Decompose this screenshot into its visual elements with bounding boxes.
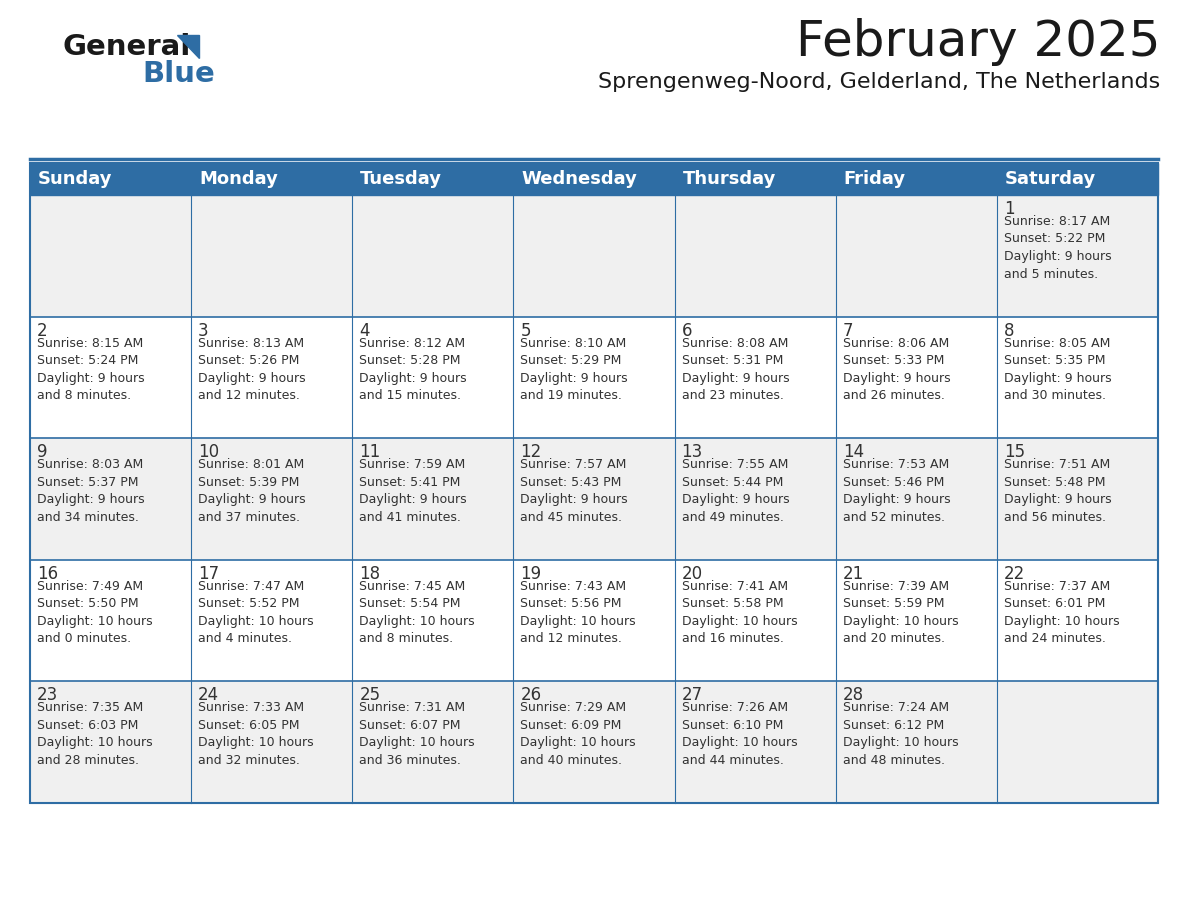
Text: Sprengenweg-Noord, Gelderland, The Netherlands: Sprengenweg-Noord, Gelderland, The Nethe… bbox=[598, 72, 1159, 92]
Text: 15: 15 bbox=[1004, 443, 1025, 461]
Bar bbox=[30, 195, 1158, 317]
Text: Tuesday: Tuesday bbox=[360, 170, 442, 188]
Text: 4: 4 bbox=[359, 321, 369, 340]
Text: 10: 10 bbox=[198, 443, 220, 461]
Text: Friday: Friday bbox=[843, 170, 905, 188]
Text: 20: 20 bbox=[682, 565, 702, 583]
Bar bbox=[30, 438, 1158, 560]
Text: Sunrise: 8:10 AM
Sunset: 5:29 PM
Daylight: 9 hours
and 19 minutes.: Sunrise: 8:10 AM Sunset: 5:29 PM Dayligh… bbox=[520, 337, 628, 402]
Text: Sunrise: 8:03 AM
Sunset: 5:37 PM
Daylight: 9 hours
and 34 minutes.: Sunrise: 8:03 AM Sunset: 5:37 PM Dayligh… bbox=[37, 458, 145, 523]
Text: 6: 6 bbox=[682, 321, 693, 340]
Text: 17: 17 bbox=[198, 565, 220, 583]
Bar bbox=[30, 163, 1158, 195]
Text: Sunrise: 7:45 AM
Sunset: 5:54 PM
Daylight: 10 hours
and 8 minutes.: Sunrise: 7:45 AM Sunset: 5:54 PM Dayligh… bbox=[359, 580, 475, 645]
Text: 16: 16 bbox=[37, 565, 58, 583]
Text: 1: 1 bbox=[1004, 200, 1015, 218]
Text: 19: 19 bbox=[520, 565, 542, 583]
Text: Sunday: Sunday bbox=[38, 170, 113, 188]
Polygon shape bbox=[177, 35, 200, 58]
Text: 21: 21 bbox=[842, 565, 864, 583]
Text: Sunrise: 8:05 AM
Sunset: 5:35 PM
Daylight: 9 hours
and 30 minutes.: Sunrise: 8:05 AM Sunset: 5:35 PM Dayligh… bbox=[1004, 337, 1112, 402]
Text: Thursday: Thursday bbox=[683, 170, 776, 188]
Text: Sunrise: 8:08 AM
Sunset: 5:31 PM
Daylight: 9 hours
and 23 minutes.: Sunrise: 8:08 AM Sunset: 5:31 PM Dayligh… bbox=[682, 337, 789, 402]
Text: Sunrise: 7:35 AM
Sunset: 6:03 PM
Daylight: 10 hours
and 28 minutes.: Sunrise: 7:35 AM Sunset: 6:03 PM Dayligh… bbox=[37, 701, 152, 767]
Text: Sunrise: 7:47 AM
Sunset: 5:52 PM
Daylight: 10 hours
and 4 minutes.: Sunrise: 7:47 AM Sunset: 5:52 PM Dayligh… bbox=[198, 580, 314, 645]
Text: February 2025: February 2025 bbox=[796, 18, 1159, 66]
Text: Sunrise: 8:12 AM
Sunset: 5:28 PM
Daylight: 9 hours
and 15 minutes.: Sunrise: 8:12 AM Sunset: 5:28 PM Dayligh… bbox=[359, 337, 467, 402]
Text: Sunrise: 8:13 AM
Sunset: 5:26 PM
Daylight: 9 hours
and 12 minutes.: Sunrise: 8:13 AM Sunset: 5:26 PM Dayligh… bbox=[198, 337, 305, 402]
Text: General: General bbox=[62, 33, 190, 61]
Text: 12: 12 bbox=[520, 443, 542, 461]
Bar bbox=[30, 560, 1158, 681]
Text: Sunrise: 7:57 AM
Sunset: 5:43 PM
Daylight: 9 hours
and 45 minutes.: Sunrise: 7:57 AM Sunset: 5:43 PM Dayligh… bbox=[520, 458, 628, 523]
Text: 18: 18 bbox=[359, 565, 380, 583]
Bar bbox=[30, 681, 1158, 803]
Text: Sunrise: 7:49 AM
Sunset: 5:50 PM
Daylight: 10 hours
and 0 minutes.: Sunrise: 7:49 AM Sunset: 5:50 PM Dayligh… bbox=[37, 580, 152, 645]
Text: 7: 7 bbox=[842, 321, 853, 340]
Text: Sunrise: 7:39 AM
Sunset: 5:59 PM
Daylight: 10 hours
and 20 minutes.: Sunrise: 7:39 AM Sunset: 5:59 PM Dayligh… bbox=[842, 580, 959, 645]
Text: 13: 13 bbox=[682, 443, 703, 461]
Text: Sunrise: 7:41 AM
Sunset: 5:58 PM
Daylight: 10 hours
and 16 minutes.: Sunrise: 7:41 AM Sunset: 5:58 PM Dayligh… bbox=[682, 580, 797, 645]
Text: 23: 23 bbox=[37, 687, 58, 704]
Text: 2: 2 bbox=[37, 321, 48, 340]
Text: 11: 11 bbox=[359, 443, 380, 461]
Text: Sunrise: 7:24 AM
Sunset: 6:12 PM
Daylight: 10 hours
and 48 minutes.: Sunrise: 7:24 AM Sunset: 6:12 PM Dayligh… bbox=[842, 701, 959, 767]
Text: Sunrise: 7:26 AM
Sunset: 6:10 PM
Daylight: 10 hours
and 44 minutes.: Sunrise: 7:26 AM Sunset: 6:10 PM Dayligh… bbox=[682, 701, 797, 767]
Text: 25: 25 bbox=[359, 687, 380, 704]
Text: 9: 9 bbox=[37, 443, 48, 461]
Text: Sunrise: 7:29 AM
Sunset: 6:09 PM
Daylight: 10 hours
and 40 minutes.: Sunrise: 7:29 AM Sunset: 6:09 PM Dayligh… bbox=[520, 701, 636, 767]
Text: 24: 24 bbox=[198, 687, 220, 704]
Text: Blue: Blue bbox=[143, 60, 215, 88]
Text: Monday: Monday bbox=[200, 170, 278, 188]
Text: Sunrise: 7:31 AM
Sunset: 6:07 PM
Daylight: 10 hours
and 36 minutes.: Sunrise: 7:31 AM Sunset: 6:07 PM Dayligh… bbox=[359, 701, 475, 767]
Text: Saturday: Saturday bbox=[1005, 170, 1097, 188]
Text: Sunrise: 8:06 AM
Sunset: 5:33 PM
Daylight: 9 hours
and 26 minutes.: Sunrise: 8:06 AM Sunset: 5:33 PM Dayligh… bbox=[842, 337, 950, 402]
Bar bbox=[30, 317, 1158, 438]
Text: 27: 27 bbox=[682, 687, 702, 704]
Text: Sunrise: 7:43 AM
Sunset: 5:56 PM
Daylight: 10 hours
and 12 minutes.: Sunrise: 7:43 AM Sunset: 5:56 PM Dayligh… bbox=[520, 580, 636, 645]
Text: Sunrise: 7:59 AM
Sunset: 5:41 PM
Daylight: 9 hours
and 41 minutes.: Sunrise: 7:59 AM Sunset: 5:41 PM Dayligh… bbox=[359, 458, 467, 523]
Text: Wednesday: Wednesday bbox=[522, 170, 637, 188]
Text: Sunrise: 8:17 AM
Sunset: 5:22 PM
Daylight: 9 hours
and 5 minutes.: Sunrise: 8:17 AM Sunset: 5:22 PM Dayligh… bbox=[1004, 215, 1112, 281]
Text: 22: 22 bbox=[1004, 565, 1025, 583]
Text: Sunrise: 7:53 AM
Sunset: 5:46 PM
Daylight: 9 hours
and 52 minutes.: Sunrise: 7:53 AM Sunset: 5:46 PM Dayligh… bbox=[842, 458, 950, 523]
Text: Sunrise: 7:51 AM
Sunset: 5:48 PM
Daylight: 9 hours
and 56 minutes.: Sunrise: 7:51 AM Sunset: 5:48 PM Dayligh… bbox=[1004, 458, 1112, 523]
Text: 5: 5 bbox=[520, 321, 531, 340]
Bar bbox=[30, 163, 1158, 803]
Text: Sunrise: 7:37 AM
Sunset: 6:01 PM
Daylight: 10 hours
and 24 minutes.: Sunrise: 7:37 AM Sunset: 6:01 PM Dayligh… bbox=[1004, 580, 1119, 645]
Text: 28: 28 bbox=[842, 687, 864, 704]
Text: Sunrise: 7:33 AM
Sunset: 6:05 PM
Daylight: 10 hours
and 32 minutes.: Sunrise: 7:33 AM Sunset: 6:05 PM Dayligh… bbox=[198, 701, 314, 767]
Text: 26: 26 bbox=[520, 687, 542, 704]
Text: Sunrise: 8:01 AM
Sunset: 5:39 PM
Daylight: 9 hours
and 37 minutes.: Sunrise: 8:01 AM Sunset: 5:39 PM Dayligh… bbox=[198, 458, 305, 523]
Text: 8: 8 bbox=[1004, 321, 1015, 340]
Text: 3: 3 bbox=[198, 321, 209, 340]
Text: Sunrise: 8:15 AM
Sunset: 5:24 PM
Daylight: 9 hours
and 8 minutes.: Sunrise: 8:15 AM Sunset: 5:24 PM Dayligh… bbox=[37, 337, 145, 402]
Text: 14: 14 bbox=[842, 443, 864, 461]
Text: Sunrise: 7:55 AM
Sunset: 5:44 PM
Daylight: 9 hours
and 49 minutes.: Sunrise: 7:55 AM Sunset: 5:44 PM Dayligh… bbox=[682, 458, 789, 523]
